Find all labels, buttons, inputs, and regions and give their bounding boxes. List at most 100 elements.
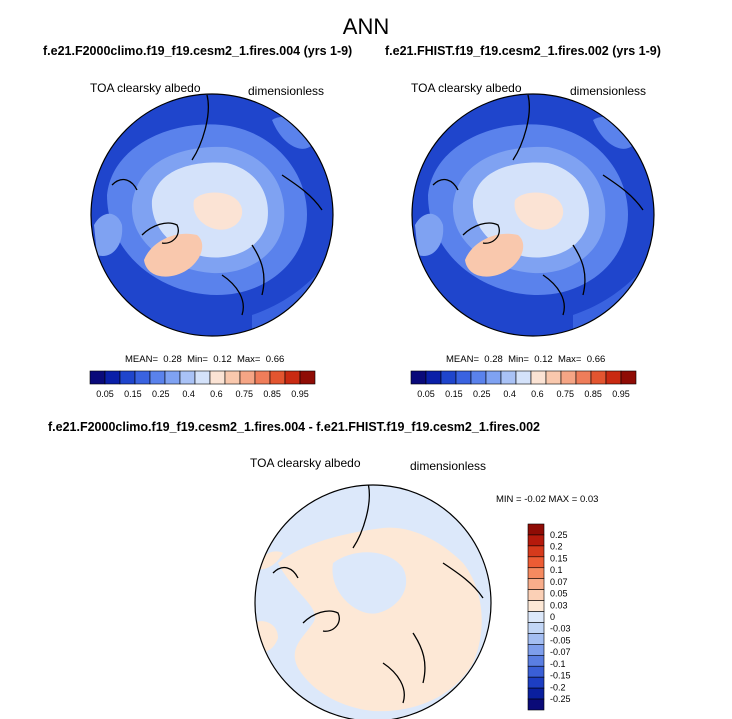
panel1-colorbar-swatch <box>164 370 181 385</box>
difference-colorbar-tick-label: 0.03 <box>550 600 568 610</box>
difference-colorbar-swatch <box>527 633 545 645</box>
panel2-colorbar-swatch <box>485 370 502 385</box>
difference-colorbar-swatch <box>527 545 545 558</box>
panel1-colorbar-swatch <box>119 370 136 385</box>
panel2-colorbar-swatch <box>560 370 577 385</box>
difference-colorbar-tick-label: 0.05 <box>550 589 568 599</box>
panel2-colorbar-swatch <box>530 370 547 385</box>
panel2-mean-label: MEAN= <box>446 354 479 365</box>
difference-colorbar-swatch <box>527 644 545 656</box>
difference-colorbar-tick-label: 0.1 <box>550 565 563 575</box>
panel1-polar-map <box>90 93 334 337</box>
panel2-colorbar-swatch <box>590 370 607 385</box>
panel2-colorbar-swatch <box>455 370 472 385</box>
panel2-colorbar-swatch <box>605 370 622 385</box>
panel1-max-value: 0.66 <box>265 354 285 365</box>
panel2-mean-value: 0.28 <box>484 354 503 365</box>
panel2-colorbar-swatch <box>425 370 442 385</box>
panel2-colorbar-swatch <box>515 370 532 385</box>
panel1-colorbar-swatch <box>194 370 211 385</box>
difference-colorbar-tick-label: 0 <box>550 612 555 622</box>
panel2-colorbar-swatch <box>575 370 592 385</box>
panel1-colorbar-tick-label: 0.05 <box>96 389 114 399</box>
panel1-units-label: dimensionless <box>248 84 325 98</box>
panel2-colorbar-tick-label: 0.6 <box>531 389 544 399</box>
difference-colorbar-swatch <box>527 567 545 580</box>
panel2-stats: MEAN= 0.28 Min= 0.12 Max= 0.66 <box>446 354 605 365</box>
panel2-case-title: f.e21.FHIST.f19_f19.cesm2_1.fires.002 (y… <box>385 44 661 58</box>
panel2-max-value: 0.66 <box>586 354 606 365</box>
difference-stats: MIN = -0.02 MAX = 0.03 <box>496 494 599 505</box>
panel1-colorbar-swatch <box>254 370 271 385</box>
difference-colorbar-swatch <box>527 589 545 601</box>
panel1-colorbar-tick-label: 0.6 <box>210 389 223 399</box>
difference-colorbar-swatch <box>527 622 545 634</box>
panel1-colorbar-tick-label: 0.15 <box>124 389 142 399</box>
panel2-min-label: Min= <box>508 354 529 365</box>
panel2-colorbar-swatch <box>500 370 517 385</box>
panel2-min-value: 0.12 <box>534 354 553 365</box>
difference-colorbar-tick-label: 0.07 <box>550 577 568 587</box>
difference-case-title: f.e21.F2000climo.f19_f19.cesm2_1.fires.0… <box>48 420 540 434</box>
panel1-colorbar-tick-label: 0.4 <box>182 389 195 399</box>
difference-colorbar-tick-label: 0.15 <box>550 553 568 563</box>
difference-colorbar-tick-label: -0.03 <box>550 624 571 634</box>
difference-units-label: dimensionless <box>410 459 487 473</box>
panel1-colorbar-tick-label: 0.25 <box>152 389 170 399</box>
panel1-colorbar-tick-label: 0.95 <box>291 389 309 399</box>
panel1-colorbar: 0.05 0.15 0.25 0.4 0.6 0.75 0.85 0.95 <box>89 370 316 399</box>
difference-colorbar-tick-label: -0.2 <box>550 682 566 692</box>
panel1-mean-value: 0.28 <box>163 354 182 365</box>
difference-colorbar-tick-label: 0.2 <box>550 542 563 552</box>
panel1-min-label: Min= <box>187 354 208 365</box>
figure-title: ANN <box>342 14 390 39</box>
difference-colorbar-tick-label: -0.05 <box>550 635 571 645</box>
panel1-min-value: 0.12 <box>213 354 232 365</box>
panel1-colorbar-swatch <box>149 370 166 385</box>
difference-colorbar-swatch <box>527 600 545 612</box>
panel1-stats: MEAN= 0.28 Min= 0.12 Max= 0.66 <box>125 354 284 365</box>
panel1-variable-label: TOA clearsky albedo <box>90 81 201 95</box>
difference-colorbar-swatch <box>527 698 545 711</box>
difference-colorbar-tick-label: 0.25 <box>550 530 568 540</box>
panel1-colorbar-swatch <box>89 370 106 385</box>
difference-colorbar-swatch <box>527 523 545 536</box>
difference-colorbar-swatch <box>527 611 545 623</box>
panel1-colorbar-tick-label: 0.75 <box>236 389 254 399</box>
panel2-colorbar-swatch <box>620 370 637 385</box>
panel1-colorbar-swatch <box>299 370 316 385</box>
panel2-colorbar-tick-label: 0.95 <box>612 389 630 399</box>
difference-colorbar-swatch <box>527 578 545 590</box>
difference-colorbar-swatch <box>527 534 545 547</box>
panel1-colorbar-swatch <box>269 370 286 385</box>
panel1-colorbar-swatch <box>284 370 301 385</box>
panel2-colorbar-tick-label: 0.85 <box>584 389 602 399</box>
panel2-units-label: dimensionless <box>570 84 647 98</box>
panel1-colorbar-swatch <box>209 370 226 385</box>
panel2-colorbar-tick-label: 0.75 <box>557 389 575 399</box>
panel2-colorbar-tick-label: 0.05 <box>417 389 435 399</box>
panel1-colorbar-swatch <box>104 370 121 385</box>
difference-polar-map <box>254 484 492 719</box>
panel1-colorbar-swatch <box>224 370 241 385</box>
panel2-colorbar-tick-label: 0.25 <box>473 389 491 399</box>
panel1-mean-label: MEAN= <box>125 354 158 365</box>
panel2-colorbar-swatch <box>410 370 427 385</box>
panel2-colorbar-swatch <box>440 370 457 385</box>
difference-colorbar-swatch <box>527 556 545 569</box>
difference-colorbar-swatch <box>527 654 545 667</box>
difference-colorbar-swatch <box>527 687 545 700</box>
panel1-colorbar-swatch <box>179 370 196 385</box>
panel2-colorbar: 0.05 0.15 0.25 0.4 0.6 0.75 0.85 0.95 <box>410 370 637 399</box>
panel1-colorbar-swatch <box>239 370 256 385</box>
difference-colorbar-tick-label: -0.15 <box>550 671 571 681</box>
difference-colorbar: 0.25 0.20.15 0.1 0.07 0.050.03 0 -0.03-0.05 -0.… <box>527 523 571 711</box>
difference-colorbar-tick-label: -0.07 <box>550 647 571 657</box>
difference-colorbar-swatch <box>527 665 545 678</box>
panel1-max-label: Max= <box>236 354 261 365</box>
difference-variable-label: TOA clearsky albedo <box>250 456 361 470</box>
panel2-max-label: Max= <box>557 354 582 365</box>
panel2-colorbar-swatch <box>545 370 562 385</box>
panel2-colorbar-swatch <box>470 370 487 385</box>
